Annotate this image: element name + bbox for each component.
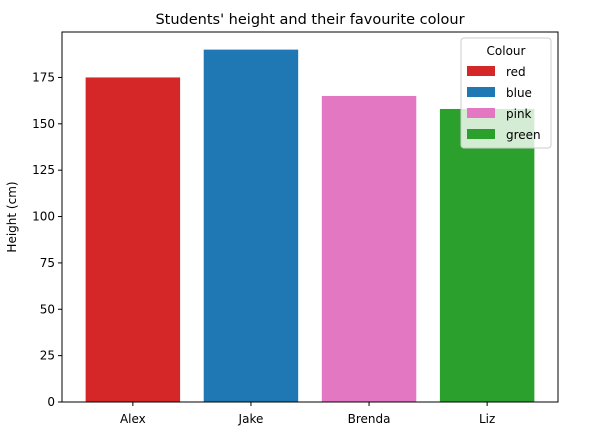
legend-label-blue: blue [506,86,532,100]
legend-label-green: green [506,128,541,142]
x-tick-label: Liz [479,412,495,426]
legend-swatch-pink [467,108,495,118]
bar-alex [85,77,181,402]
x-tick-label: Brenda [348,412,391,426]
chart-title: Students' height and their favourite col… [155,12,464,28]
legend-entries: red blue pink green [467,65,541,142]
y-tick-label: 150 [32,117,55,131]
y-axis-ticks: 0 25 50 75 100 125 150 175 [32,70,62,409]
bars-layer [85,49,535,403]
y-tick-label: 100 [32,210,55,224]
legend: Colour red blue pink green [460,37,552,149]
legend-label-pink: pink [506,107,532,121]
legend-swatch-green [467,129,495,139]
y-tick-label: 175 [32,70,55,84]
y-axis-label: Height (cm) [5,181,19,252]
legend-swatch-blue [467,87,495,97]
y-tick-label: 125 [32,163,55,177]
y-tick-label: 25 [40,349,55,363]
legend-swatch-red [467,66,495,76]
x-tick-label: Jake [238,412,264,426]
y-tick-label: 50 [40,302,55,316]
bar-liz [439,108,535,403]
legend-box [460,37,552,149]
legend-title: Colour [487,44,526,58]
y-tick-label: 0 [47,395,55,409]
legend-label-red: red [506,65,526,79]
plot-frame [61,31,559,403]
x-axis-ticks: Alex Jake Brenda Liz [120,402,495,426]
y-tick-label: 75 [40,256,55,270]
bar-brenda [321,95,417,403]
bar-jake [203,49,299,402]
x-tick-label: Alex [120,412,146,426]
